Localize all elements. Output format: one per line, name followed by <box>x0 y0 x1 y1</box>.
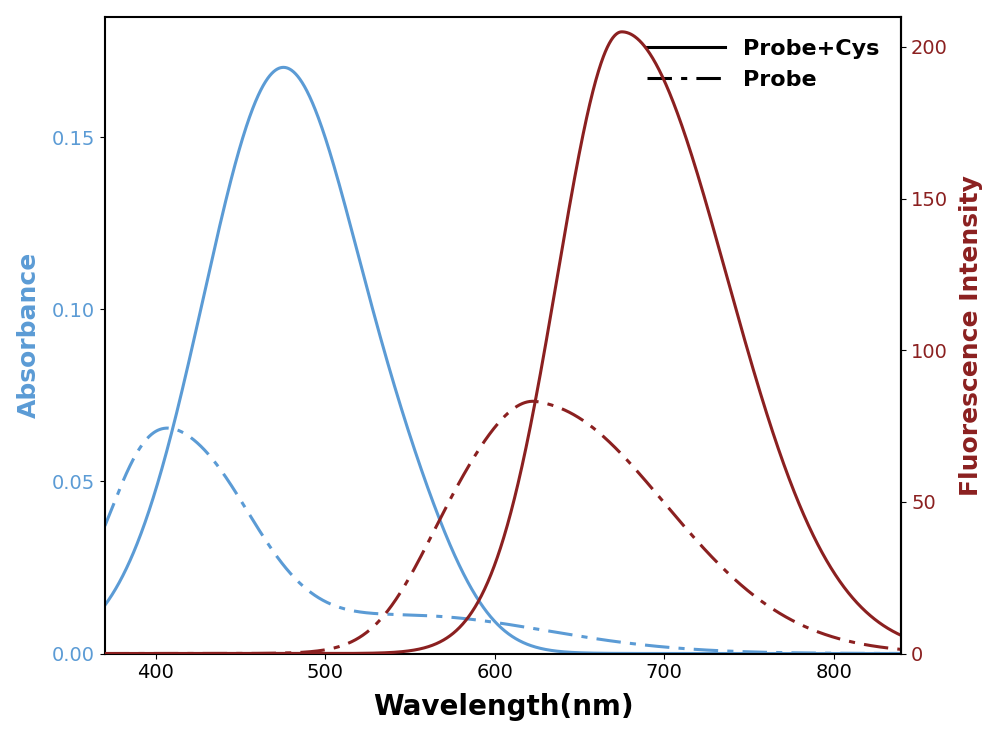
Y-axis label: Fluorescence Intensity: Fluorescence Intensity <box>959 175 983 495</box>
X-axis label: Wavelength(nm): Wavelength(nm) <box>373 693 633 721</box>
Y-axis label: Absorbance: Absorbance <box>17 252 41 418</box>
Legend: Probe+Cys, Probe: Probe+Cys, Probe <box>636 28 890 101</box>
